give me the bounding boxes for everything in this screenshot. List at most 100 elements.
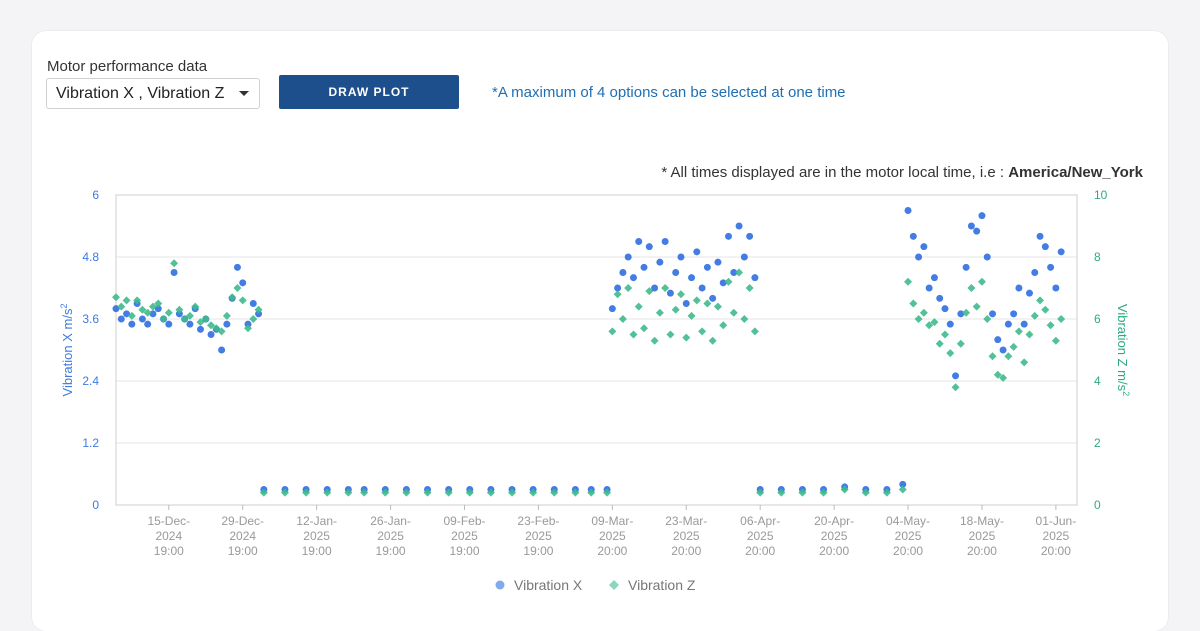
point-vibration-z bbox=[280, 488, 289, 497]
point-vibration-x bbox=[223, 320, 231, 328]
x-tick-label: 23-Mar- bbox=[665, 514, 707, 528]
y-right-tick-label: 0 bbox=[1094, 498, 1101, 512]
point-vibration-x bbox=[233, 263, 241, 271]
point-vibration-x bbox=[249, 300, 257, 307]
point-vibration-x bbox=[967, 222, 975, 230]
point-vibration-z bbox=[819, 488, 828, 497]
point-vibration-z bbox=[650, 336, 659, 345]
point-vibration-z bbox=[571, 488, 580, 497]
point-vibration-z bbox=[112, 293, 120, 302]
point-vibration-z bbox=[962, 308, 971, 317]
point-vibration-z bbox=[1036, 296, 1045, 305]
point-vibration-x bbox=[196, 325, 204, 333]
x-tick-label: 01-Jun- bbox=[1036, 514, 1077, 528]
point-vibration-x bbox=[677, 253, 685, 261]
x-tick-label: 2025 bbox=[377, 529, 404, 543]
x-tick-label: 20:00 bbox=[671, 544, 701, 558]
point-vibration-z bbox=[133, 296, 142, 305]
point-vibration-z bbox=[180, 315, 189, 323]
x-tick-label: 2025 bbox=[969, 529, 996, 543]
point-vibration-z bbox=[687, 311, 696, 320]
point-vibration-x bbox=[983, 253, 991, 261]
point-vibration-z bbox=[228, 293, 237, 302]
point-vibration-z bbox=[713, 302, 722, 311]
x-axis-ticks: 15-Dec-202419:0029-Dec-202419:0012-Jan-2… bbox=[147, 505, 1076, 558]
point-vibration-z bbox=[946, 349, 955, 358]
point-vibration-z bbox=[344, 488, 353, 497]
legend-marker-circle bbox=[495, 580, 505, 590]
point-vibration-z bbox=[634, 302, 643, 311]
point-vibration-x bbox=[635, 238, 643, 245]
x-tick-label: 04-May- bbox=[886, 514, 930, 528]
timezone-note: * All times displayed are in the motor l… bbox=[661, 164, 1143, 181]
point-vibration-z bbox=[185, 311, 194, 320]
point-vibration-z bbox=[138, 305, 147, 314]
point-vibration-x bbox=[1010, 310, 1018, 318]
point-vibration-x bbox=[698, 284, 706, 292]
x-tick-label: 19:00 bbox=[449, 544, 479, 558]
point-vibration-z bbox=[999, 373, 1008, 382]
x-tick-label: 19:00 bbox=[154, 544, 184, 558]
point-vibration-z bbox=[1041, 305, 1050, 314]
x-tick-label: 2025 bbox=[451, 529, 478, 543]
point-vibration-x bbox=[725, 232, 733, 240]
x-tick-label: 2024 bbox=[155, 529, 182, 543]
timezone-value: America/New_York bbox=[1008, 164, 1143, 181]
point-vibration-z bbox=[323, 488, 332, 497]
y-left-tick-label: 6 bbox=[92, 188, 99, 202]
vibration-chart: 15-Dec-202419:0029-Dec-202419:0012-Jan-2… bbox=[59, 188, 1131, 593]
x-tick-label: 18-May- bbox=[960, 514, 1004, 528]
point-vibration-z bbox=[196, 318, 205, 327]
point-vibration-z bbox=[640, 324, 649, 333]
point-vibration-z bbox=[909, 299, 918, 308]
point-vibration-x bbox=[709, 294, 717, 302]
point-vibration-z bbox=[254, 305, 263, 314]
y-left-tick-label: 1.2 bbox=[82, 436, 99, 450]
point-vibration-x bbox=[957, 310, 965, 318]
point-vibration-z bbox=[465, 488, 474, 497]
point-vibration-z bbox=[402, 488, 411, 497]
x-tick-label: 19:00 bbox=[302, 544, 332, 558]
metric-select[interactable]: Vibration X , Vibration Z bbox=[46, 78, 260, 109]
y-right-tick-label: 2 bbox=[1094, 436, 1101, 450]
point-vibration-z bbox=[381, 488, 390, 497]
point-vibration-z bbox=[1025, 330, 1034, 339]
point-vibration-z bbox=[1004, 352, 1013, 361]
point-vibration-z bbox=[233, 284, 242, 292]
point-vibration-x bbox=[1036, 232, 1044, 240]
point-vibration-z bbox=[940, 330, 949, 339]
point-vibration-x bbox=[672, 269, 680, 276]
dropdown-label: Motor performance data bbox=[47, 58, 208, 75]
point-vibration-z bbox=[613, 290, 622, 299]
point-vibration-z bbox=[148, 302, 157, 311]
point-vibration-z bbox=[661, 284, 670, 292]
point-vibration-x bbox=[1031, 269, 1039, 276]
point-vibration-x bbox=[1020, 320, 1028, 328]
point-vibration-z bbox=[624, 284, 633, 292]
point-vibration-x bbox=[1015, 284, 1023, 292]
point-vibration-x bbox=[170, 269, 178, 276]
draw-plot-button[interactable]: DRAW PLOT bbox=[279, 75, 459, 109]
point-vibration-x bbox=[624, 253, 632, 261]
plot-frame bbox=[115, 194, 1078, 506]
point-vibration-z bbox=[175, 305, 184, 314]
point-vibration-x bbox=[989, 310, 997, 318]
point-vibration-x bbox=[978, 212, 986, 220]
point-vibration-z bbox=[676, 290, 685, 299]
point-vibration-z bbox=[740, 315, 749, 323]
point-vibration-z bbox=[735, 268, 744, 277]
point-vibration-z bbox=[259, 488, 268, 497]
x-tick-label: 09-Feb- bbox=[443, 514, 485, 528]
caret-down-icon bbox=[239, 91, 249, 96]
x-tick-label: 20:00 bbox=[745, 544, 775, 558]
x-tick-label: 20:00 bbox=[819, 544, 849, 558]
y-left-tick-label: 4.8 bbox=[82, 250, 99, 264]
point-vibration-x bbox=[1025, 289, 1033, 297]
x-tick-label: 15-Dec- bbox=[147, 514, 190, 528]
legend-label: Vibration Z bbox=[628, 577, 696, 593]
point-vibration-z bbox=[655, 308, 664, 317]
point-vibration-x bbox=[149, 310, 157, 318]
point-vibration-z bbox=[708, 336, 717, 345]
point-vibration-x bbox=[207, 331, 215, 338]
x-tick-label: 20:00 bbox=[893, 544, 923, 558]
